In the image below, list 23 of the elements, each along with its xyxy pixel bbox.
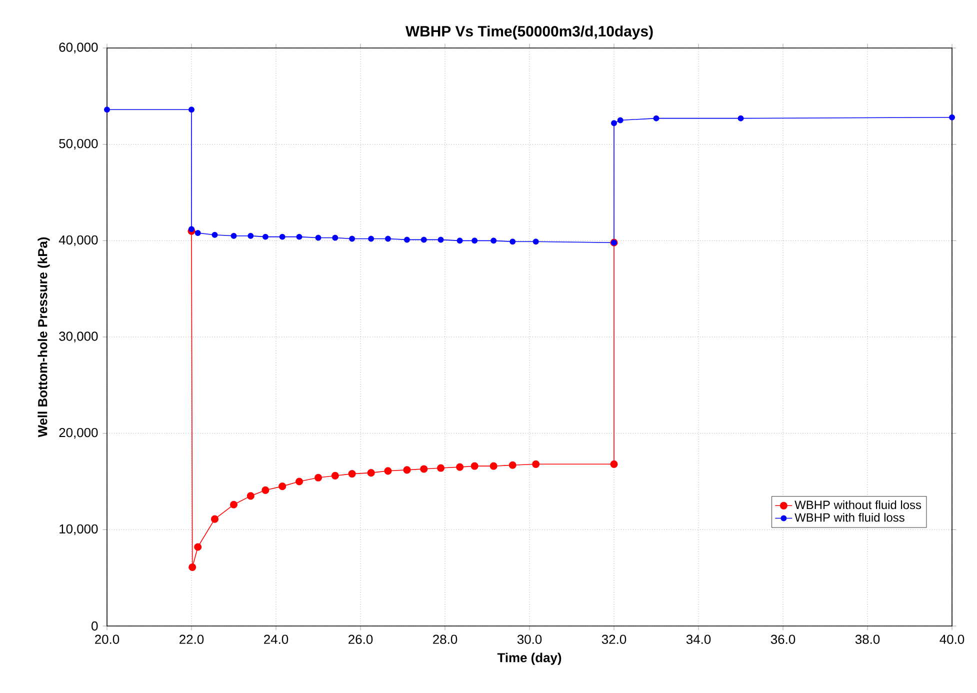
x-tick-label: 28.0	[433, 634, 458, 644]
chart-title: WBHP Vs Time(50000m3/d,10days)	[405, 26, 653, 40]
y-tick-label: 30,000	[59, 332, 98, 342]
y-tick-label: 10,000	[60, 524, 98, 536]
legend-label: WBHP without fluid loss	[794, 500, 922, 510]
x-tick-label: 22.0	[180, 634, 204, 644]
x-tick-label: 24.0	[264, 634, 288, 644]
x-tick-label: 38.0	[855, 634, 880, 644]
y-tick-label: 0	[92, 621, 98, 631]
x-tick-label: 30.0	[517, 634, 542, 644]
x-tick-label: 20.0	[95, 634, 120, 644]
y-tick-label: 40,000	[58, 235, 98, 246]
y-tick-label: 20,000	[59, 428, 98, 439]
x-tick-label: 36.0	[770, 634, 796, 644]
y-tick-label: 50,000	[59, 138, 98, 150]
y-tick-label: 60,000	[59, 42, 98, 54]
x-axis-title: Time (day)	[497, 652, 562, 665]
x-tick-label: 26.0	[348, 634, 373, 644]
y-axis-title: Well Bottom-hole Pressure (kPa)	[38, 237, 50, 438]
x-tick-label: 32.0	[602, 634, 626, 644]
legend-label: WBHP with fluid loss	[794, 512, 904, 522]
x-tick-label: 34.0	[686, 634, 711, 644]
x-tick-label: 40.0	[940, 634, 964, 644]
